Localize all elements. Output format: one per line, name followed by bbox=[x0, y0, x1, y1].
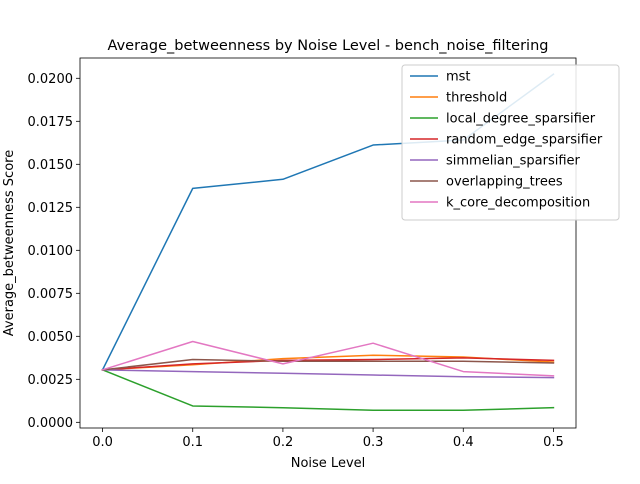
x-tick-label: 0.3 bbox=[363, 435, 384, 450]
y-tick-label: 0.0150 bbox=[28, 158, 74, 173]
x-tick-label: 0.5 bbox=[543, 435, 564, 450]
legend-label-local-degree-sparsifier: local_degree_sparsifier bbox=[446, 112, 596, 127]
y-tick-label: 0.0100 bbox=[28, 244, 74, 259]
x-tick-label: 0.0 bbox=[92, 435, 113, 450]
x-tick-label: 0.2 bbox=[273, 435, 294, 450]
legend-label-mst: mst bbox=[446, 70, 471, 85]
y-tick-label: 0.0200 bbox=[28, 72, 74, 87]
x-tick-label: 0.1 bbox=[182, 435, 203, 450]
y-tick-label: 0.0025 bbox=[28, 373, 74, 388]
legend-label-random-edge-sparsifier: random_edge_sparsifier bbox=[446, 133, 603, 148]
series-line-simmelian-sparsifier bbox=[101, 369, 555, 379]
legend-label-simmelian-sparsifier: simmelian_sparsifier bbox=[446, 154, 581, 169]
series-line-overlapping-trees bbox=[101, 358, 555, 371]
y-tick-label: 0.0125 bbox=[28, 201, 74, 216]
y-axis-label: Average_betweenness Score bbox=[2, 150, 17, 336]
x-tick-label: 0.4 bbox=[453, 435, 474, 450]
legend-box bbox=[401, 64, 620, 221]
y-tick-label: 0.0000 bbox=[28, 416, 74, 431]
legend-label-k-core-decomposition: k_core_decomposition bbox=[446, 196, 590, 211]
y-tick-label: 0.0075 bbox=[28, 287, 74, 302]
plot-area: 0.0 0.1 0.2 0.3 0.4 0.5 0.0000 0.0025 0.0050 0.00… bbox=[28, 57, 577, 450]
series-line-random-edge-sparsifier bbox=[101, 357, 555, 371]
series-line-k-core-decomposition bbox=[101, 340, 555, 377]
y-tick-label: 0.0175 bbox=[28, 115, 74, 130]
y-tick-label: 0.0050 bbox=[28, 330, 74, 345]
x-axis-label: Noise Level bbox=[291, 456, 366, 471]
axes-frame bbox=[79, 57, 577, 429]
legend-label-overlapping-trees: overlapping_trees bbox=[446, 175, 563, 190]
legend-label-threshold: threshold bbox=[446, 91, 507, 106]
series-line-local-degree-sparsifier bbox=[101, 368, 555, 412]
legend: mst threshold local_degree_sparsifierrando… bbox=[401, 64, 620, 221]
chart-title: Average_betweenness by Noise Level - ben… bbox=[108, 38, 549, 54]
